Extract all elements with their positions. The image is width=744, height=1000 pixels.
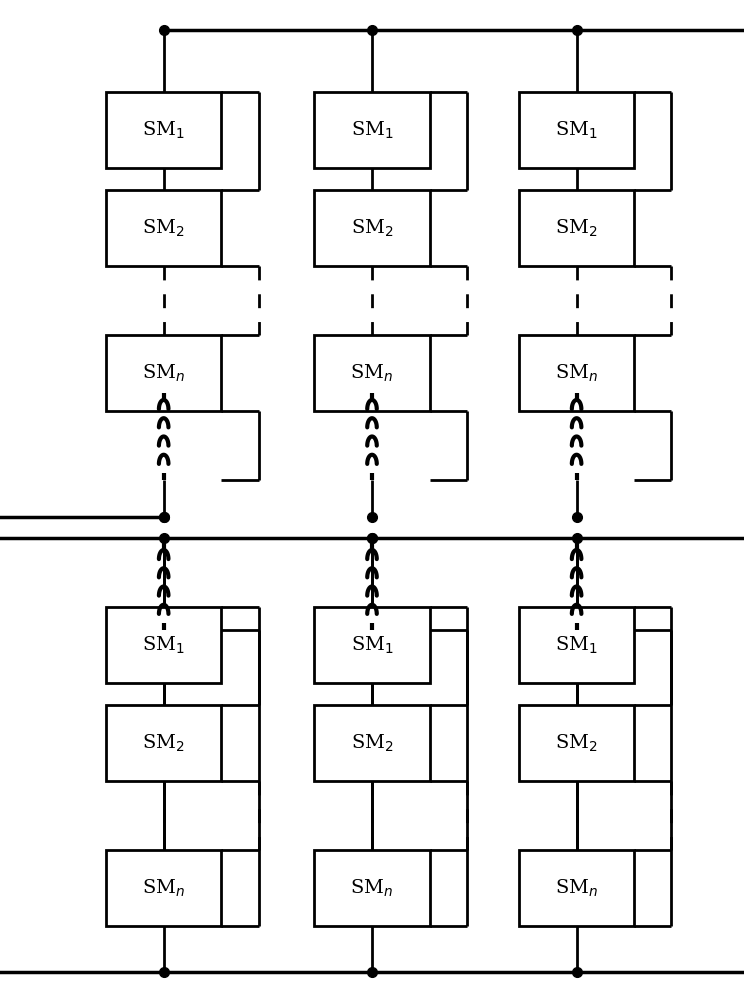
Text: SM$_2$: SM$_2$ — [142, 217, 185, 239]
Text: SM$_1$: SM$_1$ — [555, 634, 598, 656]
Polygon shape — [106, 705, 222, 781]
Polygon shape — [314, 190, 430, 266]
Polygon shape — [106, 850, 222, 926]
Text: SM$_1$: SM$_1$ — [142, 634, 185, 656]
Text: SM$_n$: SM$_n$ — [350, 877, 394, 899]
Polygon shape — [519, 190, 634, 266]
Polygon shape — [314, 335, 430, 411]
Polygon shape — [519, 850, 634, 926]
Text: SM$_1$: SM$_1$ — [142, 119, 185, 141]
Polygon shape — [106, 607, 222, 683]
Text: SM$_n$: SM$_n$ — [555, 362, 598, 384]
Text: SM$_2$: SM$_2$ — [350, 217, 394, 239]
Text: SM$_n$: SM$_n$ — [555, 877, 598, 899]
Text: SM$_2$: SM$_2$ — [555, 217, 598, 239]
Polygon shape — [519, 335, 634, 411]
Polygon shape — [519, 92, 634, 168]
Polygon shape — [314, 705, 430, 781]
Polygon shape — [106, 190, 222, 266]
Text: SM$_n$: SM$_n$ — [142, 362, 185, 384]
Polygon shape — [106, 335, 222, 411]
Polygon shape — [106, 92, 222, 168]
Text: SM$_n$: SM$_n$ — [142, 877, 185, 899]
Text: SM$_n$: SM$_n$ — [350, 362, 394, 384]
Text: SM$_2$: SM$_2$ — [350, 732, 394, 754]
Polygon shape — [519, 705, 634, 781]
Text: SM$_2$: SM$_2$ — [142, 732, 185, 754]
Polygon shape — [519, 607, 634, 683]
Polygon shape — [314, 607, 430, 683]
Polygon shape — [314, 92, 430, 168]
Polygon shape — [314, 850, 430, 926]
Text: SM$_2$: SM$_2$ — [555, 732, 598, 754]
Text: SM$_1$: SM$_1$ — [555, 119, 598, 141]
Text: SM$_1$: SM$_1$ — [350, 634, 394, 656]
Text: SM$_1$: SM$_1$ — [350, 119, 394, 141]
